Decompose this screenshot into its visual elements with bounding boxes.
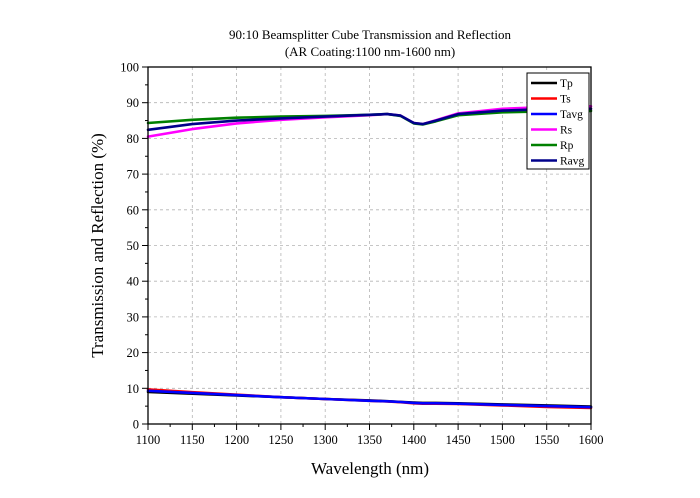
x-tick-label: 1150 (180, 433, 205, 447)
x-axis-label: Wavelength (nm) (311, 459, 429, 478)
axis-ticks (142, 66, 592, 430)
legend-label-rp: Rp (560, 140, 574, 152)
y-tick-label: 100 (120, 61, 139, 75)
legend: Tp Ts Tavg Rs Rp Ravg (526, 72, 590, 170)
chart-title: 90:10 Beamsplitter Cube Transmission and… (229, 27, 512, 42)
y-tick-label: 50 (127, 239, 140, 253)
y-tick-label: 20 (127, 346, 140, 360)
x-tick-label: 1100 (136, 433, 161, 447)
x-tick-label: 1600 (579, 433, 604, 447)
y-tick-label: 40 (127, 275, 140, 289)
y-tick-label: 60 (127, 203, 140, 217)
y-tick-labels: 0 10 20 30 40 50 60 70 80 90 100 (120, 61, 139, 432)
x-tick-label: 1200 (224, 433, 249, 447)
series-line-ravg (146, 107, 593, 132)
grid-lines (148, 67, 591, 424)
x-tick-label: 1450 (446, 433, 471, 447)
x-tick-label: 1350 (357, 433, 382, 447)
series-lines (146, 105, 593, 410)
x-tick-label: 1300 (313, 433, 338, 447)
legend-label-ravg: Ravg (560, 156, 585, 168)
y-tick-label: 80 (127, 132, 140, 146)
x-tick-label: 1500 (490, 433, 515, 447)
y-axis-label: Transmission and Reflection (%) (88, 133, 107, 358)
x-tick-label: 1250 (268, 433, 293, 447)
y-tick-label: 0 (133, 418, 139, 432)
series-line-tavg (146, 389, 593, 409)
y-tick-label: 90 (127, 96, 140, 110)
legend-label-tavg: Tavg (560, 109, 583, 121)
legend-label-rs: Rs (560, 125, 573, 137)
legend-box (526, 72, 590, 170)
x-tick-label: 1400 (401, 433, 426, 447)
y-tick-label: 10 (127, 382, 140, 396)
y-tick-label: 30 (127, 310, 140, 324)
legend-label-ts: Ts (560, 94, 571, 106)
x-tick-labels: 1100 1150 1200 1250 1300 1350 1400 1450 1500 1550… (136, 433, 604, 447)
x-tick-label: 1550 (534, 433, 559, 447)
y-tick-label: 70 (127, 168, 140, 182)
legend-label-tp: Tp (560, 78, 573, 90)
chart-subtitle: (AR Coating:1100 nm-1600 nm) (285, 44, 455, 59)
